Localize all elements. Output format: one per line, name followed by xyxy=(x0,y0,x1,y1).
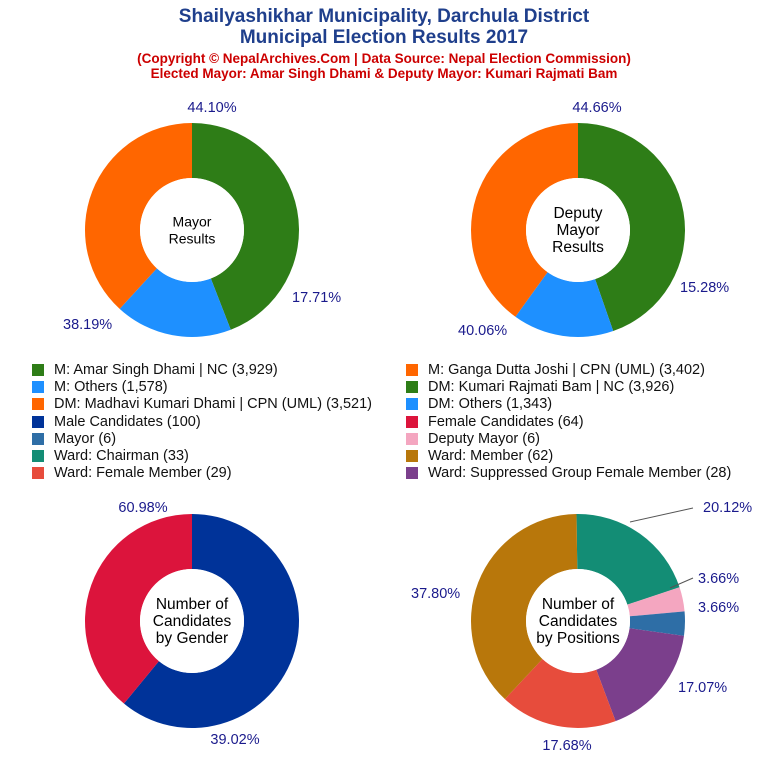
donut-slice xyxy=(627,587,685,617)
legend-label: Male Candidates (100) xyxy=(54,413,201,430)
legend-label: Mayor (6) xyxy=(54,430,117,447)
legend-swatch xyxy=(406,398,418,411)
legend-swatch xyxy=(406,415,418,428)
chart-header: Shailyashikhar Municipality, Darchula Di… xyxy=(0,6,768,81)
legend-label: M: Amar Singh Dhami | NC (3,929) xyxy=(54,362,278,378)
legend-swatch xyxy=(406,467,418,480)
percent-label: 3.66% xyxy=(698,600,739,616)
legend-swatch xyxy=(32,415,44,428)
percent-label: 40.06% xyxy=(458,323,507,339)
legend-label: DM: Madhavi Kumari Dhami | CPN (UML) (3,… xyxy=(54,396,373,413)
percent-label: 60.98% xyxy=(118,500,167,516)
legend-label: DM: Others (1,343) xyxy=(428,396,553,413)
legend: M: Amar Singh Dhami | NC (3,929) M: Ganga… xyxy=(0,361,768,491)
legend-swatch xyxy=(406,432,418,445)
legend-item: Ward: Member (62) xyxy=(406,447,553,465)
legend-swatch xyxy=(32,398,44,411)
legend-item: Ward: Chairman (33) xyxy=(32,447,189,465)
legend-swatch xyxy=(32,364,44,376)
legend-label: DM: Kumari Rajmati Bam | NC (3,926) xyxy=(428,379,675,396)
legend-item: Ward: Suppressed Group Female Member (28… xyxy=(406,464,731,482)
donut-center-label: by Positions xyxy=(536,630,620,647)
donut-center-label: Number of xyxy=(156,596,229,613)
donut-slice xyxy=(629,611,685,636)
percent-label: 38.19% xyxy=(63,317,112,333)
legend-item: M: Others (1,578) xyxy=(32,378,168,396)
donut-slice xyxy=(576,514,680,605)
chart-subtitle-line1: (Copyright © NepalArchives.Com | Data So… xyxy=(137,51,631,66)
donut-hole xyxy=(526,178,630,282)
legend-label: Ward: Suppressed Group Female Member (28… xyxy=(428,465,732,482)
legend-item: M: Amar Singh Dhami | NC (3,929) xyxy=(32,361,278,379)
legend-swatch xyxy=(32,381,44,394)
legend-swatch xyxy=(32,467,44,480)
donut-slice xyxy=(578,123,686,332)
chart-subtitle-line2: Elected Mayor: Amar Singh Dhami & Deputy… xyxy=(150,66,618,81)
legend-item: DM: Others (1,343) xyxy=(406,395,552,413)
percent-label: 20.12% xyxy=(703,500,752,516)
donut-center-label: Results xyxy=(552,239,604,256)
leader-line xyxy=(629,507,694,523)
donut-slice xyxy=(515,272,614,337)
percent-label: 17.68% xyxy=(542,738,591,754)
legend-swatch xyxy=(406,381,418,394)
donut-slice xyxy=(85,123,192,309)
donut-slice xyxy=(123,514,299,728)
legend-label: Ward: Member (62) xyxy=(428,448,554,464)
legend-item: DM: Madhavi Kumari Dhami | CPN (UML) (3,… xyxy=(32,395,372,413)
donut-slice xyxy=(470,123,578,317)
legend-item: Female Candidates (64) xyxy=(406,413,584,431)
legend-swatch xyxy=(32,450,44,462)
donut-slice xyxy=(84,514,192,704)
percent-label: 17.07% xyxy=(678,680,727,696)
legend-label: Ward: Chairman (33) xyxy=(54,448,189,464)
percent-label: 44.10% xyxy=(187,100,236,116)
legend-item: Ward: Female Member (29) xyxy=(32,464,232,482)
legend-label: Deputy Mayor (6) xyxy=(428,430,541,447)
chart-title-line2: Municipal Election Results 2017 xyxy=(239,27,529,48)
donut-hole xyxy=(140,178,244,282)
donut-hole xyxy=(140,569,244,673)
donut-center-label: Results xyxy=(169,231,216,247)
percent-label: 39.02% xyxy=(210,732,259,748)
donut-center-label: Candidates xyxy=(539,613,618,630)
percent-label: 37.80% xyxy=(411,586,460,602)
donut-slice xyxy=(119,268,231,338)
percent-label: 15.28% xyxy=(680,280,729,296)
donut-slice xyxy=(470,514,578,700)
donut-center-label: Number of xyxy=(542,596,615,613)
percent-label: 17.71% xyxy=(292,290,341,306)
donut-center-label: Mayor xyxy=(173,214,212,230)
leader-line xyxy=(669,577,694,589)
percent-label: 3.66% xyxy=(698,571,739,587)
legend-swatch xyxy=(406,364,418,376)
legend-item: M: Ganga Dutta Joshi | CPN (UML) (3,402) xyxy=(406,361,705,379)
legend-label: Female Candidates (64) xyxy=(428,413,584,430)
donut-slice xyxy=(504,658,616,729)
donut-hole xyxy=(526,569,630,673)
legend-item: Deputy Mayor (6) xyxy=(406,430,540,448)
legend-label: Ward: Female Member (29) xyxy=(54,465,232,482)
donut-chart-4: 20.12% 3.66% 3.66% 17.07% 17.68% 37.80% Number… xyxy=(411,500,752,754)
chart-title-line1: Shailyashikhar Municipality, Darchula Di… xyxy=(178,6,590,27)
legend-swatch xyxy=(32,432,44,445)
donut-center-label: Mayor xyxy=(556,222,599,239)
percent-label: 44.66% xyxy=(572,100,621,116)
donut-center-label: Deputy xyxy=(553,205,602,222)
legend-swatch xyxy=(406,450,418,462)
legend-label: M: Ganga Dutta Joshi | CPN (UML) (3,402) xyxy=(428,362,705,378)
donut-slice xyxy=(596,628,684,722)
legend-item: Mayor (6) xyxy=(32,430,116,448)
donut-center-label: Candidates xyxy=(153,613,232,630)
donut-center-label: by Gender xyxy=(156,630,228,647)
legend-label: M: Others (1,578) xyxy=(54,379,168,396)
legend-item: Male Candidates (100) xyxy=(32,413,201,431)
donut-slice xyxy=(192,123,300,330)
legend-item: DM: Kumari Rajmati Bam | NC (3,926) xyxy=(406,378,674,396)
